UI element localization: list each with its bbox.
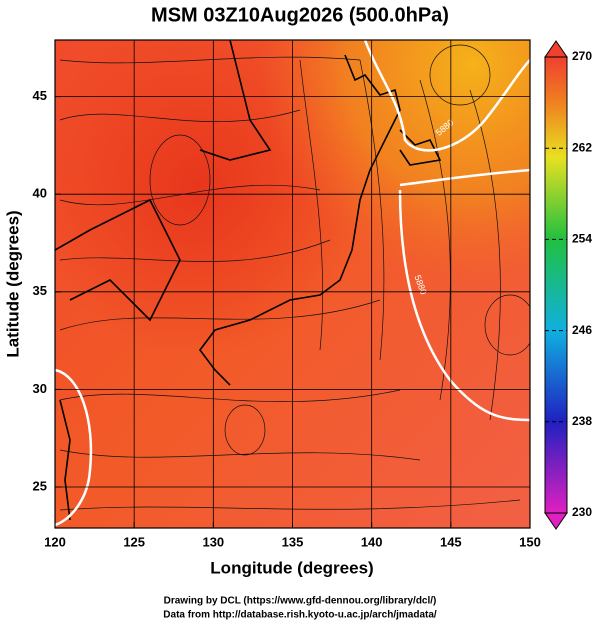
- footer-line: Drawing by DCL (https://www.gfd-dennou.o…: [164, 596, 437, 607]
- footer-line: Data from http://database.rish.kyoto-u.a…: [163, 610, 437, 621]
- colorbar-tick-label: 270: [572, 49, 592, 63]
- x-tick-label: 130: [202, 534, 224, 549]
- x-axis-label: Longitude (degrees): [210, 558, 373, 577]
- y-tick-label: 45: [33, 88, 47, 103]
- coastline: [55, 40, 442, 521]
- colorbar-tick-label: 254: [572, 232, 592, 246]
- y-axis-label: Latitude (degrees): [3, 210, 22, 357]
- map-field: [55, 40, 530, 528]
- colorbar-tick-label: 246: [572, 323, 592, 337]
- colorbar-tick-label: 230: [572, 505, 592, 519]
- x-tick-label: 135: [282, 534, 304, 549]
- colorbar-tick-label: 262: [572, 140, 592, 154]
- x-tick-label: 140: [361, 534, 383, 549]
- streamlines: [59, 44, 530, 511]
- y-tick-label: 40: [33, 186, 47, 201]
- x-tick-label: 150: [519, 534, 541, 549]
- y-tick-label: 30: [33, 381, 47, 396]
- colorbar-extend-top: [544, 40, 568, 58]
- x-tick-label: 125: [123, 534, 145, 549]
- title: MSM 03Z10Aug2026 (500.0hPa): [151, 4, 449, 26]
- colorbar: [544, 56, 568, 514]
- y-tick-label: 25: [33, 478, 47, 493]
- colorbar-extend-bottom: [544, 512, 568, 530]
- x-tick-label: 145: [440, 534, 462, 549]
- colorbar-tick-label: 238: [572, 414, 592, 428]
- y-tick-label: 35: [33, 283, 47, 298]
- x-tick-label: 120: [44, 534, 66, 549]
- contour-5880: [55, 40, 530, 527]
